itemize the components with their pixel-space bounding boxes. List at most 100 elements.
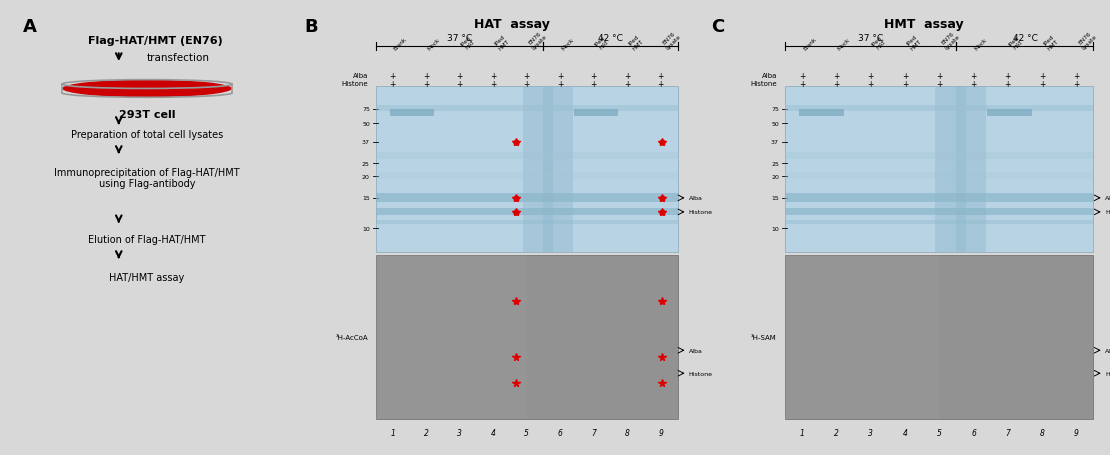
Text: +: +	[557, 71, 564, 81]
Text: 6: 6	[558, 428, 563, 437]
Text: +: +	[557, 80, 564, 88]
Bar	[376, 256, 677, 419]
Text: IPed
HMT: IPed HMT	[905, 35, 922, 51]
Text: IPed
HAT: IPed HAT	[1008, 35, 1025, 51]
Text: +: +	[1073, 71, 1080, 81]
Text: 8: 8	[625, 428, 629, 437]
Text: Histone: Histone	[1104, 371, 1110, 376]
Text: IPed
HMT: IPed HMT	[627, 35, 644, 51]
Text: +: +	[524, 80, 529, 88]
Text: Preparation of total cell lysates: Preparation of total cell lysates	[71, 129, 223, 139]
Text: 15: 15	[362, 196, 370, 201]
Text: +: +	[1039, 80, 1046, 88]
Text: +: +	[657, 71, 664, 81]
Text: Flag-HAT/HMT (EN76): Flag-HAT/HMT (EN76)	[88, 36, 223, 46]
Text: 15: 15	[771, 196, 779, 201]
Text: 10: 10	[771, 227, 779, 232]
Text: +: +	[591, 80, 597, 88]
Text: 75: 75	[771, 107, 779, 112]
Text: Alba: Alba	[353, 73, 367, 79]
Text: 25: 25	[362, 161, 370, 166]
Bar	[785, 106, 1093, 111]
Bar	[376, 194, 677, 203]
Text: +: +	[390, 80, 396, 88]
Text: 3: 3	[457, 428, 462, 437]
Text: +: +	[624, 71, 630, 81]
Text: +: +	[970, 80, 977, 88]
Text: C: C	[712, 18, 725, 36]
Text: +: +	[1005, 80, 1011, 88]
Text: 1: 1	[800, 428, 805, 437]
Bar	[935, 87, 966, 252]
Text: +: +	[524, 71, 529, 81]
Text: +: +	[423, 71, 430, 81]
Text: Alba: Alba	[688, 348, 703, 353]
Text: 10: 10	[362, 227, 370, 232]
Text: 7: 7	[1006, 428, 1010, 437]
Text: HAT/HMT assay: HAT/HMT assay	[110, 272, 184, 282]
Text: HAT  assay: HAT assay	[474, 18, 549, 31]
Text: 5: 5	[937, 428, 941, 437]
Text: +: +	[490, 80, 496, 88]
Text: 2: 2	[834, 428, 839, 437]
Text: +: +	[901, 71, 908, 81]
Bar	[987, 110, 1032, 117]
Text: 7: 7	[592, 428, 596, 437]
Text: 6: 6	[971, 428, 976, 437]
Text: 25: 25	[771, 161, 779, 166]
Text: Mock: Mock	[973, 37, 988, 51]
Text: 75: 75	[362, 107, 370, 112]
Bar	[543, 87, 573, 252]
Text: 50: 50	[771, 121, 779, 126]
Text: Histone: Histone	[688, 371, 713, 376]
Text: +: +	[490, 71, 496, 81]
Text: +: +	[657, 80, 664, 88]
Text: 1: 1	[391, 428, 395, 437]
Text: Alba: Alba	[761, 73, 777, 79]
Text: +: +	[390, 71, 396, 81]
Text: Blank: Blank	[803, 36, 817, 51]
Text: Histone: Histone	[750, 81, 777, 87]
Text: +: +	[834, 71, 839, 81]
Bar	[376, 153, 677, 160]
Bar	[956, 87, 987, 252]
Text: +: +	[970, 71, 977, 81]
Bar	[376, 256, 527, 419]
Bar	[799, 110, 845, 117]
Text: Alba: Alba	[1104, 348, 1110, 353]
Bar	[785, 153, 1093, 160]
Text: IPed
HMT: IPed HMT	[1042, 35, 1059, 51]
Text: 42 °C: 42 °C	[1012, 34, 1038, 42]
Text: 42 °C: 42 °C	[598, 34, 623, 42]
Text: Elution of Flag-HAT/HMT: Elution of Flag-HAT/HMT	[89, 234, 205, 244]
Text: +: +	[423, 80, 430, 88]
Text: IPed
HMT: IPed HMT	[493, 35, 511, 51]
Text: +: +	[1039, 71, 1046, 81]
Text: ³H-SAM: ³H-SAM	[751, 334, 777, 340]
Text: 5: 5	[524, 428, 529, 437]
Text: +: +	[1005, 71, 1011, 81]
Text: 9: 9	[658, 428, 663, 437]
Text: +: +	[936, 80, 942, 88]
Text: Alba: Alba	[1104, 196, 1110, 201]
Bar	[376, 173, 677, 179]
Text: 9: 9	[1073, 428, 1079, 437]
Text: EN76
Lysate: EN76 Lysate	[660, 30, 682, 51]
Text: EN76
Lysate: EN76 Lysate	[1077, 30, 1098, 51]
Text: 4: 4	[902, 428, 908, 437]
Text: Mock: Mock	[561, 37, 575, 51]
Bar	[376, 87, 677, 252]
Text: +: +	[834, 80, 839, 88]
Text: Alba: Alba	[688, 196, 703, 201]
Text: 293T cell: 293T cell	[119, 109, 175, 119]
Text: 37 °C: 37 °C	[858, 34, 884, 42]
Text: Blank: Blank	[393, 36, 407, 51]
Bar	[785, 220, 1093, 225]
Text: Mock: Mock	[837, 37, 851, 51]
Text: +: +	[799, 71, 806, 81]
Text: transfection: transfection	[147, 53, 210, 63]
Text: 20: 20	[771, 174, 779, 179]
Bar	[785, 256, 1093, 419]
Text: 20: 20	[362, 174, 370, 179]
Text: 37: 37	[771, 140, 779, 145]
